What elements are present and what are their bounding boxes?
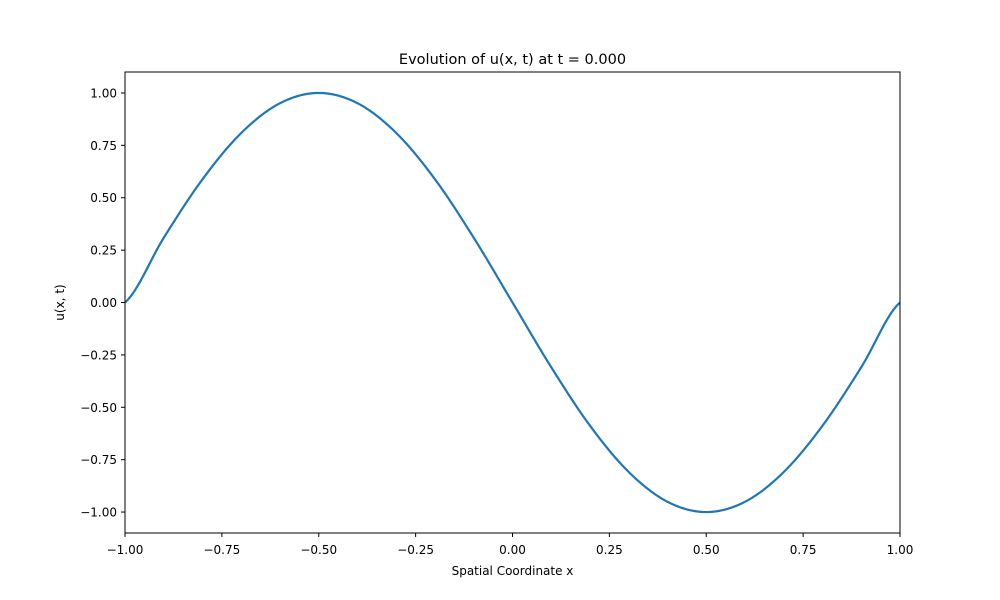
x-tick-label: −0.25	[397, 543, 434, 557]
x-tick-label: 1.00	[887, 543, 914, 557]
y-tick-label: 0.00	[90, 296, 117, 310]
y-tick-label: −1.00	[80, 506, 117, 520]
x-tick-label: 0.50	[693, 543, 720, 557]
plot-area: −1.00 −0.75 −0.50 −0.25 0.00 0.25 0.50 0.75 1.00…	[80, 71, 914, 557]
y-tick-label: 0.75	[90, 139, 117, 153]
x-tick-label: 0.75	[790, 543, 817, 557]
y-tick-label: −0.75	[80, 453, 117, 467]
y-tick-label: −0.25	[80, 348, 117, 362]
x-tick-label: −1.00	[107, 543, 144, 557]
x-tick-label: −0.75	[203, 543, 240, 557]
y-axis-label: u(x, t)	[53, 284, 67, 320]
x-tick-label: 0.00	[499, 543, 526, 557]
y-tick-label: 0.25	[90, 244, 117, 258]
x-tick-label: −0.50	[300, 543, 337, 557]
x-axis-label: Spatial Coordinate x	[452, 564, 574, 578]
x-tick-label: 0.25	[596, 543, 623, 557]
series-line-0	[124, 91, 901, 514]
y-tick-label: −0.50	[80, 401, 117, 415]
y-tick-label: 1.00	[90, 86, 117, 100]
chart-title: Evolution of u(x, t) at t = 0.000	[399, 52, 626, 68]
y-tick-label: 0.50	[90, 191, 117, 205]
